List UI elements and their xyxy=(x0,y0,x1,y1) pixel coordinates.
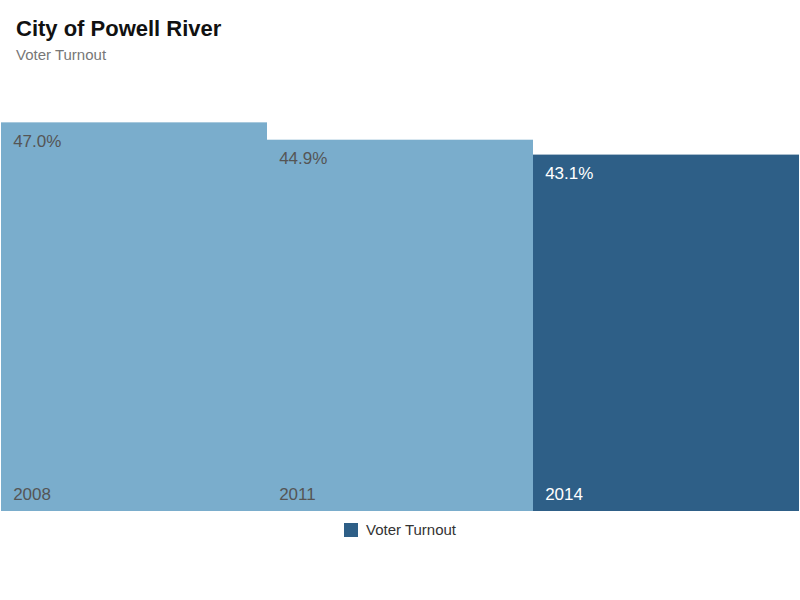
svg-text:43.1%: 43.1% xyxy=(545,164,593,183)
html-text:City of Powell River: City of Powell River xyxy=(16,16,222,41)
html-text:Voter Turnout: Voter Turnout xyxy=(366,521,456,538)
svg-text:44.9%: 44.9% xyxy=(279,149,327,168)
svg-text:2011: 2011 xyxy=(279,485,316,504)
html-text:Voter Turnout: Voter Turnout xyxy=(16,46,107,63)
svg-text:2014: 2014 xyxy=(545,485,583,504)
svg-text:2008: 2008 xyxy=(13,485,51,504)
svg-text:47.0%: 47.0% xyxy=(13,132,61,151)
